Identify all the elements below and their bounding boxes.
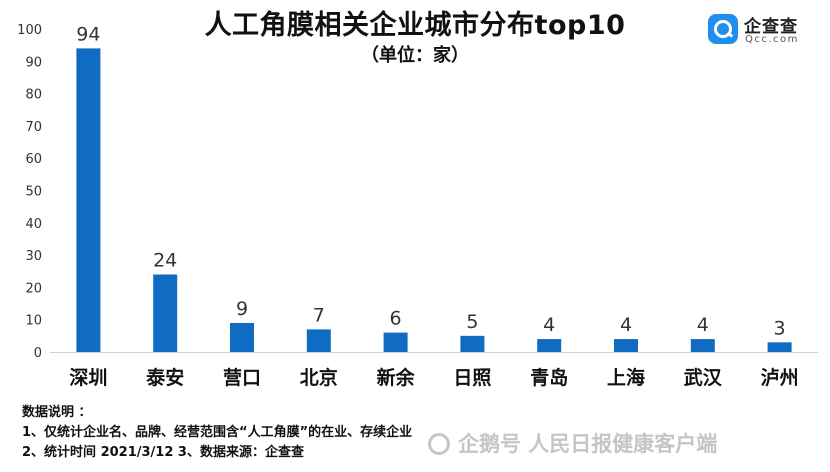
bar — [76, 48, 101, 352]
bar — [153, 274, 178, 352]
category-label: 上海 — [607, 366, 645, 389]
data-label: 7 — [313, 304, 325, 326]
y-tick-label: 40 — [25, 217, 42, 232]
data-label: 3 — [774, 317, 786, 339]
chart-subtitle: （单位：家） — [361, 45, 469, 66]
y-tick-label: 50 — [25, 185, 42, 200]
y-tick-label: 80 — [25, 88, 42, 103]
y-tick-label: 70 — [25, 120, 42, 135]
category-label: 营口 — [223, 366, 261, 389]
y-tick-label: 100 — [17, 23, 42, 38]
category-label: 武汉 — [684, 367, 723, 389]
notes-line-1: 1、仅统计企业名、品牌、经营范围含“人工角膜”的在业、存续企业 — [22, 425, 413, 440]
bar — [230, 322, 254, 352]
bar — [460, 335, 485, 352]
bar — [614, 339, 638, 352]
notes-line-2: 2、统计时间 2021/3/12 3、数据来源：企查查 — [22, 445, 304, 460]
qcc-logo[interactable]: 企查查 Qcc.com — [708, 12, 818, 52]
y-tick-label: 10 — [25, 314, 42, 329]
notes-heading: 数据说明 ： — [22, 405, 92, 420]
data-label: 24 — [153, 249, 177, 271]
data-label: 9 — [236, 298, 248, 320]
data-label: 6 — [390, 308, 402, 330]
data-label: 94 — [76, 23, 100, 45]
y-tick-label: 90 — [25, 55, 42, 70]
logo-domain: Qcc.com — [745, 34, 799, 45]
category-label: 日照 — [453, 367, 491, 389]
y-tick-label: 0 — [34, 346, 42, 361]
watermark-text: 企鹅号 人民日报健康客户端 — [458, 432, 718, 456]
category-label: 泰安 — [145, 366, 184, 389]
data-label: 4 — [697, 314, 709, 336]
category-label: 深圳 — [69, 366, 107, 389]
y-tick-label: 20 — [25, 281, 42, 296]
data-notes: 数据说明 ： 1、仅统计企业名、品牌、经营范围含“人工角膜”的在业、存续企业 2… — [22, 403, 722, 463]
qcc-search-logo-icon — [708, 14, 738, 44]
bar — [383, 332, 408, 352]
data-label: 4 — [620, 314, 632, 336]
y-tick-label: 30 — [25, 249, 42, 264]
y-tick-label: 60 — [25, 152, 42, 167]
category-label: 北京 — [300, 366, 338, 389]
category-label: 泸州 — [761, 367, 799, 389]
bar — [767, 342, 792, 352]
data-label: 4 — [543, 314, 555, 336]
logo-name: 企查查 — [744, 17, 798, 37]
bar — [306, 329, 331, 352]
category-label: 新余 — [377, 366, 416, 389]
data-label: 5 — [466, 311, 478, 333]
chart-title: 人工角膜相关企业城市分布top10 — [204, 10, 626, 41]
bar — [690, 339, 715, 352]
bar — [537, 339, 562, 352]
penguin-icon — [428, 433, 450, 455]
category-label: 青岛 — [530, 366, 568, 389]
watermark: 企鹅号 人民日报健康客户端 — [428, 428, 717, 458]
